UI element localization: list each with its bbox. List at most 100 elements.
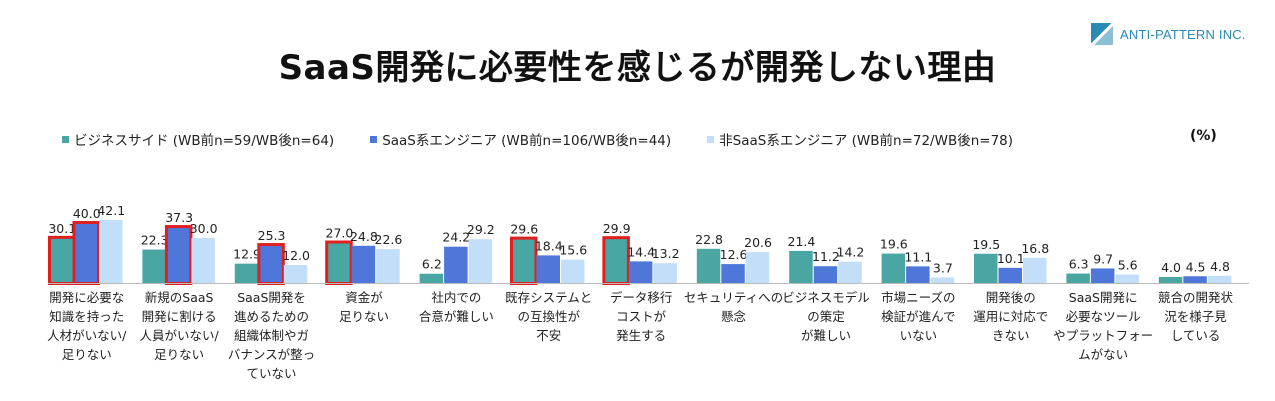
category-label: 必要なツール bbox=[1066, 309, 1141, 324]
category-label: 進めるための bbox=[234, 309, 309, 324]
category-label: 新規のSaaS bbox=[145, 290, 214, 305]
bar bbox=[1207, 275, 1232, 283]
bar bbox=[259, 245, 283, 283]
data-label: 29.9 bbox=[603, 221, 631, 236]
data-label: 14.2 bbox=[837, 245, 865, 260]
bar bbox=[99, 219, 123, 283]
category-label: やプラットフォー bbox=[1053, 328, 1153, 343]
legend-swatch bbox=[707, 135, 715, 143]
bar bbox=[604, 238, 628, 283]
data-label: 15.6 bbox=[559, 243, 587, 258]
unit-label: (%) bbox=[1190, 128, 1217, 144]
category-label: バナンスが整っ bbox=[228, 347, 315, 362]
data-label: 42.1 bbox=[97, 203, 125, 218]
category-label: 組織体制やガ bbox=[234, 328, 309, 343]
bar bbox=[142, 249, 166, 283]
bar bbox=[191, 238, 215, 283]
bar bbox=[838, 261, 862, 283]
category-label: の策定 bbox=[807, 309, 845, 324]
bar bbox=[419, 273, 444, 283]
chart-title: SaaS開発に必要性を感じるが開発しない理由 bbox=[278, 48, 997, 88]
bar bbox=[653, 263, 677, 283]
data-label: 22.3 bbox=[141, 233, 169, 248]
data-label: 11.1 bbox=[904, 249, 932, 264]
data-label: 13.2 bbox=[652, 246, 680, 261]
category-label: いない bbox=[900, 328, 938, 343]
bar bbox=[444, 246, 468, 283]
category-label: 発生する bbox=[616, 328, 666, 343]
bar bbox=[283, 265, 308, 283]
category-label: 開発後の bbox=[986, 290, 1036, 305]
data-label: 40.0 bbox=[73, 206, 101, 221]
bar bbox=[789, 250, 813, 283]
category-label: 懸念 bbox=[721, 309, 747, 324]
category-label: ムがない bbox=[1078, 347, 1128, 362]
bar bbox=[234, 263, 259, 283]
category-label: SaaS開発を bbox=[237, 290, 306, 305]
bar bbox=[1115, 274, 1139, 283]
category-label: 開発に割ける bbox=[142, 309, 217, 324]
data-label: 12.0 bbox=[282, 248, 310, 263]
category-label: 競合の開発状 bbox=[1158, 290, 1234, 305]
data-label: 5.6 bbox=[1118, 258, 1138, 273]
category-label: 知識を持った bbox=[49, 309, 124, 324]
category-label: 況を様子見 bbox=[1164, 309, 1227, 324]
bar bbox=[468, 239, 493, 283]
category-label: データ移行 bbox=[610, 290, 673, 305]
legend-item-non-saas-engineer: 非SaaS系エンジニア (WB前n=72/WB後n=78) bbox=[707, 129, 1013, 149]
data-label: 6.2 bbox=[422, 257, 442, 272]
data-label: 22.6 bbox=[375, 232, 403, 247]
legend-item-saas-engineer: SaaS系エンジニア (WB前n=106/WB後n=44) bbox=[370, 129, 671, 149]
legend-swatch bbox=[62, 135, 69, 143]
category-label: 足りない bbox=[339, 309, 389, 324]
category-label: 人員がいない/ bbox=[140, 328, 220, 343]
bar bbox=[628, 261, 653, 283]
legend-label: 非SaaS系エンジニア (WB前n=72/WB後n=78) bbox=[719, 133, 1014, 149]
bar bbox=[351, 245, 376, 283]
bar bbox=[1158, 277, 1183, 283]
bar bbox=[376, 249, 400, 283]
data-label: 30.0 bbox=[190, 221, 218, 236]
bar bbox=[930, 277, 955, 283]
data-label: 21.4 bbox=[788, 234, 816, 249]
data-label: 11.2 bbox=[812, 249, 840, 264]
data-label: 25.3 bbox=[258, 228, 286, 243]
category-label: SaaS開発に bbox=[1069, 290, 1138, 305]
data-label: 27.0 bbox=[326, 226, 354, 241]
data-label: 19.5 bbox=[972, 237, 1000, 252]
bar bbox=[696, 248, 721, 283]
bar bbox=[166, 227, 191, 283]
legend-label: ビジネスサイド (WB前n=59/WB後n=64) bbox=[74, 133, 335, 149]
bar bbox=[327, 242, 351, 283]
category-label: ていない bbox=[247, 366, 297, 381]
data-label: 4.5 bbox=[1186, 259, 1206, 274]
data-label: 29.2 bbox=[467, 222, 495, 237]
legend-swatch bbox=[370, 135, 378, 143]
data-label: 14.4 bbox=[627, 244, 655, 259]
category-label: きない bbox=[992, 328, 1030, 343]
bar bbox=[561, 259, 585, 283]
data-label: 9.7 bbox=[1093, 251, 1113, 266]
category-label: コストが bbox=[616, 309, 667, 324]
category-label: が難しい bbox=[801, 328, 851, 343]
category-label: 資金が bbox=[345, 290, 383, 305]
data-label: 6.3 bbox=[1069, 257, 1089, 272]
category-label: セキュリティへの bbox=[684, 290, 783, 305]
category-label: している bbox=[1171, 328, 1221, 343]
category-label: 足りない bbox=[62, 347, 112, 362]
data-label: 37.3 bbox=[165, 210, 193, 225]
legend-label: SaaS系エンジニア (WB前n=106/WB後n=44) bbox=[382, 133, 672, 149]
bar bbox=[1090, 268, 1115, 283]
category-label: 運用に対応で bbox=[973, 309, 1048, 324]
data-label: 24.2 bbox=[442, 230, 470, 245]
category-label: 開発に必要な bbox=[49, 290, 124, 305]
bar bbox=[1066, 273, 1090, 283]
bar bbox=[721, 264, 745, 283]
category-label: 社内での bbox=[431, 290, 481, 305]
data-label: 24.8 bbox=[350, 229, 378, 244]
data-label: 30.1 bbox=[48, 221, 76, 236]
category-label: 足りない bbox=[154, 347, 204, 362]
brand-name: ANTI-PATTERN INC. bbox=[1120, 26, 1246, 42]
bar bbox=[536, 255, 560, 283]
bar bbox=[74, 223, 98, 283]
